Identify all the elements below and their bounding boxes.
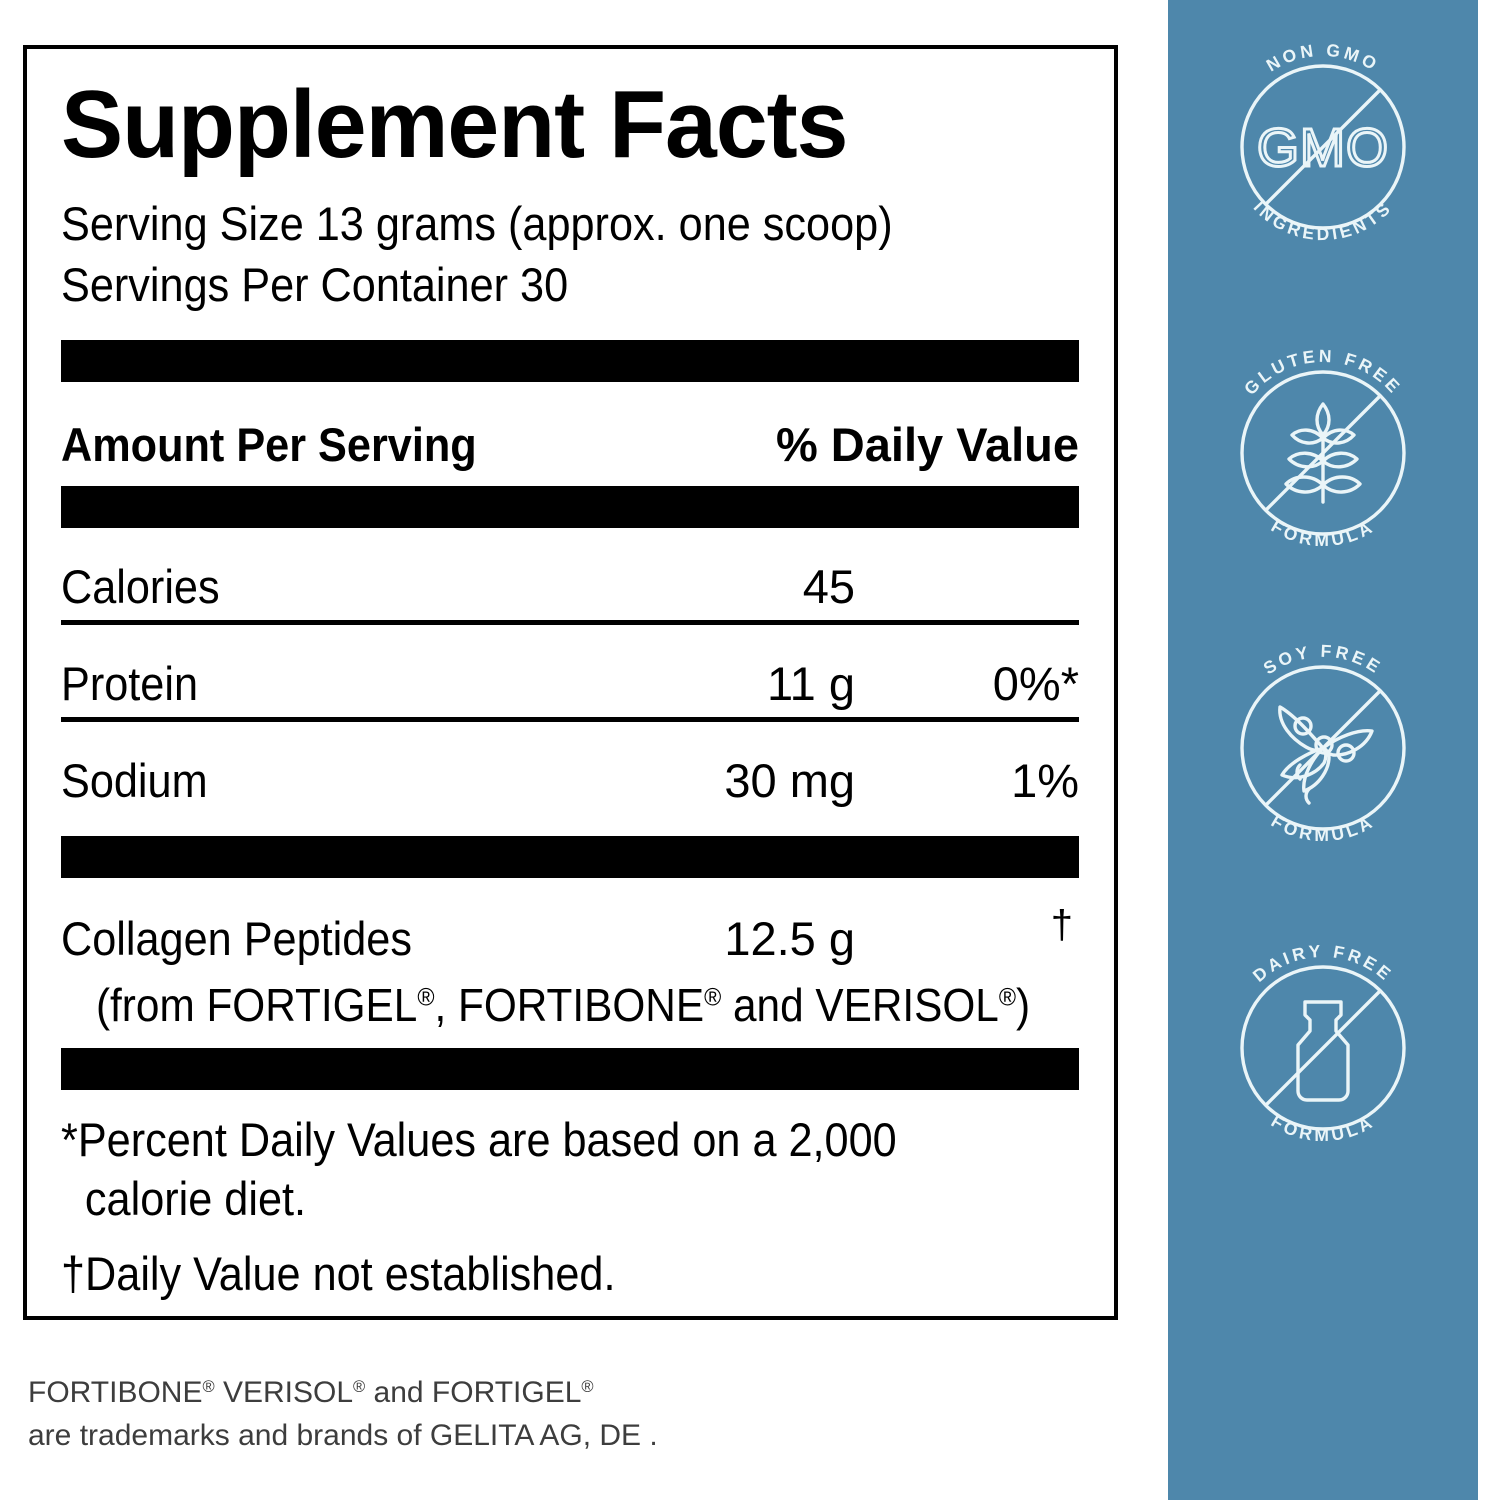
- footnote-dv-not-established: †Daily Value not established.: [61, 1247, 616, 1301]
- registered-mark-icon: ®: [704, 982, 722, 1011]
- badge-ring: [1240, 965, 1406, 1131]
- badge-top-label: NON GMO: [1263, 40, 1383, 76]
- collagen-row: Collagen Peptides 12.5 g †: [61, 878, 1079, 970]
- certification-badge-panel: GMO NON GMO INGREDIENTS: [1168, 0, 1478, 1500]
- footnote-percent-daily-value: *Percent Daily Values are based on a 2,0…: [61, 1110, 998, 1228]
- divider-bar-bottom: [61, 1047, 1079, 1090]
- nutrient-label: Calories: [61, 559, 220, 613]
- prohibition-slash-icon: [1264, 989, 1382, 1107]
- badge-non-gmo: GMO NON GMO INGREDIENTS: [1200, 24, 1446, 270]
- column-header-daily-value: % Daily Value: [775, 417, 1079, 471]
- no-dairy-bottle-icon: [1296, 1000, 1350, 1102]
- nutrient-label: Protein: [61, 656, 199, 710]
- table-row: Protein 11 g 0%*: [61, 625, 1079, 717]
- badge-bottom-label: FORMULA: [1268, 811, 1378, 845]
- table-row: Calories 45: [61, 528, 1079, 620]
- badge-bottom-label: INGREDIENTS: [1250, 197, 1397, 245]
- registered-mark-icon: ®: [998, 982, 1016, 1011]
- no-soy-icon: [1278, 705, 1374, 805]
- collagen-source-mid: , FORTIBONE: [434, 978, 705, 1031]
- footnotes-block: *Percent Daily Values are based on a 2,0…: [61, 1090, 1079, 1304]
- footnote-line-2: calorie diet.: [84, 1171, 307, 1225]
- row-divider: [61, 716, 1079, 722]
- trademark-line-2: are trademarks and brands of GELITA AG, …: [28, 1418, 658, 1452]
- page-title: Supplement Facts: [61, 71, 848, 178]
- nutrient-label: Sodium: [61, 753, 208, 807]
- servings-per-container-text: Servings Per Container 30: [61, 258, 569, 312]
- badge-center-label: GMO: [1257, 118, 1389, 178]
- collagen-daily-value: †: [1050, 902, 1073, 947]
- registered-mark-icon: ®: [581, 1377, 594, 1396]
- collagen-label: Collagen Peptides: [61, 911, 412, 965]
- badge-gluten-free: GLUTEN FREE FORMULA: [1200, 330, 1446, 576]
- registered-mark-icon: ®: [417, 982, 435, 1011]
- footnote-line-1: *Percent Daily Values are based on a 2,0…: [61, 1112, 897, 1166]
- collagen-amount: 12.5 g: [724, 911, 855, 965]
- badge-dairy-free: DAIRY FREE FORMULA: [1200, 925, 1446, 1171]
- collagen-source-prefix: (from FORTIGEL: [95, 978, 418, 1031]
- nutrient-amount: 30 mg: [724, 753, 855, 807]
- no-wheat-icon: [1284, 402, 1362, 504]
- nutrient-amount: 45: [802, 559, 855, 613]
- badge-top-label: DAIRY FREE: [1249, 941, 1397, 986]
- trademark-verisol: VERISOL: [214, 1376, 354, 1409]
- divider-bar-header: [61, 485, 1079, 528]
- nutrient-daily-value: 0%*: [992, 656, 1079, 710]
- column-header-amount: Amount Per Serving: [61, 417, 477, 471]
- supplement-facts-panel: Supplement Facts Serving Size 13 grams (…: [23, 45, 1118, 1320]
- collagen-source-suffix: ): [1015, 978, 1031, 1031]
- registered-mark-icon: ®: [202, 1377, 215, 1396]
- prohibition-slash-icon: [1264, 689, 1382, 807]
- registered-mark-icon: ®: [353, 1377, 366, 1396]
- table-header-row: Amount Per Serving % Daily Value: [61, 382, 1079, 486]
- collagen-source-text: (from FORTIGEL®, FORTIBONE® and VERISOL®…: [61, 978, 1030, 1042]
- badge-bottom-label: FORMULA: [1268, 516, 1378, 550]
- trademark-line-1: FORTIBONE® VERISOL® and FORTIGEL®: [28, 1372, 1078, 1415]
- trademark-notice: FORTIBONE® VERISOL® and FORTIGEL® are tr…: [28, 1372, 1078, 1457]
- collagen-source-and: and VERISOL: [721, 978, 999, 1031]
- serving-size-text: Serving Size 13 grams (approx. one scoop…: [61, 197, 893, 250]
- prohibition-slash-icon: [1264, 394, 1382, 512]
- nutrient-daily-value: 1%: [1011, 753, 1079, 807]
- divider-bar-middle: [61, 835, 1079, 878]
- divider-bar-top: [61, 339, 1079, 382]
- badge-ring: [1240, 64, 1406, 230]
- trademark-fortibone: FORTIBONE: [28, 1376, 203, 1409]
- nutrient-amount: 11 g: [767, 656, 855, 710]
- trademark-fortigel: and FORTIGEL: [365, 1376, 582, 1409]
- supplement-facts-inner: Supplement Facts Serving Size 13 grams (…: [61, 49, 1079, 1303]
- badge-bottom-label: FORMULA: [1268, 1111, 1378, 1145]
- table-row: Sodium 30 mg 1%: [61, 722, 1079, 814]
- badge-ring: [1240, 370, 1406, 536]
- row-divider: [61, 619, 1079, 625]
- badge-soy-free: SOY FREE FORMULA: [1200, 625, 1446, 871]
- badge-top-label: SOY FREE: [1260, 641, 1387, 679]
- no-gmo-icon: [1264, 88, 1382, 206]
- badge-ring: [1240, 665, 1406, 831]
